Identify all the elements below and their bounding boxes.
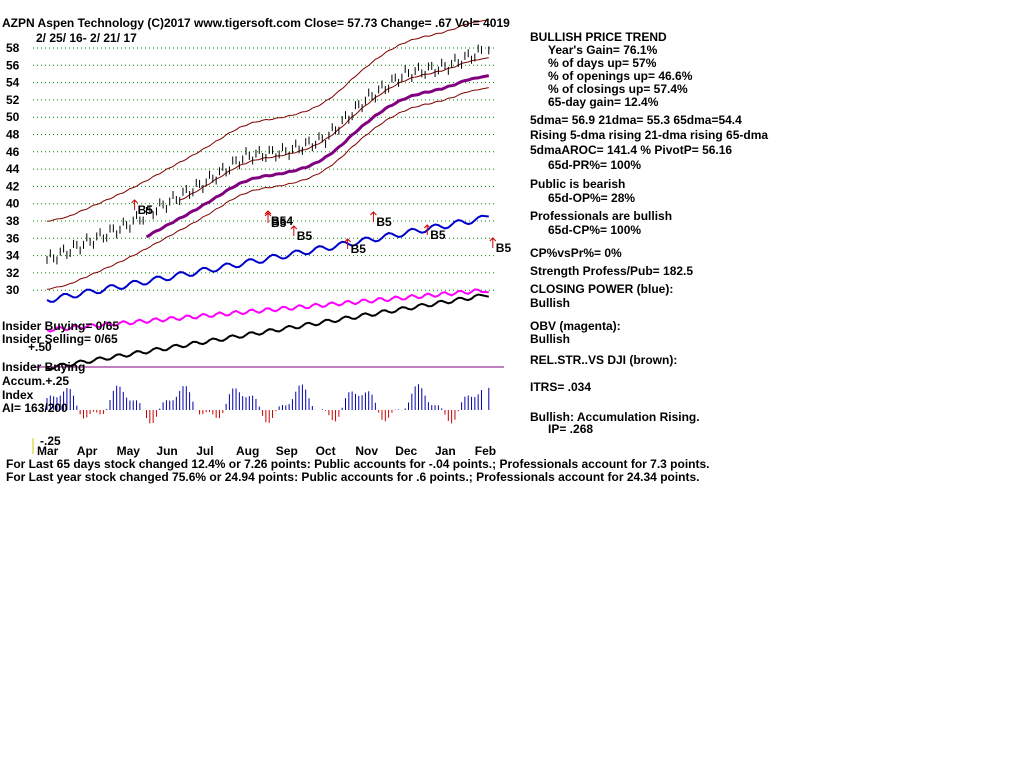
y-tick-label: 44 bbox=[6, 162, 20, 176]
buy-signal-label: B5 bbox=[138, 203, 154, 217]
y-tick-label: 38 bbox=[6, 214, 20, 228]
years-gain: Year's Gain= 76.1% bbox=[548, 43, 658, 57]
buy-signal-arrow bbox=[264, 210, 272, 221]
dma-values: 5dma= 56.9 21dma= 55.3 65dma=54.4 bbox=[530, 113, 742, 127]
y-tick-label: 58 bbox=[6, 41, 20, 55]
y-tick-label: 30 bbox=[6, 283, 20, 297]
insider-selling-label: Insider Selling= 0/65 bbox=[2, 332, 118, 346]
cpvspr: CP%vsPr%= 0% bbox=[530, 246, 622, 260]
buy-signal-arrow bbox=[131, 199, 138, 210]
y-tick-label: 36 bbox=[6, 231, 20, 245]
x-tick-label: Aug bbox=[236, 444, 259, 458]
x-tick-label: Nov bbox=[355, 444, 378, 458]
buy-signal-label: B5 bbox=[430, 228, 446, 242]
buy-signal-arrow bbox=[344, 238, 351, 249]
x-tick-label: Dec bbox=[395, 444, 417, 458]
strength: Strength Profess/Pub= 182.5 bbox=[530, 264, 694, 278]
days-up: % of days up= 57% bbox=[548, 56, 657, 70]
y-tick-label: 52 bbox=[6, 93, 20, 107]
insider-buying-label: Insider Buying= 0/65 bbox=[2, 319, 120, 333]
rel-str-line bbox=[46, 293, 490, 371]
y-tick-label: 56 bbox=[6, 58, 20, 72]
public-status: Public is bearish bbox=[530, 177, 626, 191]
buy-signal-arrow bbox=[423, 224, 431, 235]
op: 65d-OP%= 28% bbox=[548, 191, 636, 205]
x-axis-labels: Mar Apr May Jun Jul Aug Sep Oct Nov Dec Jan Feb bbox=[37, 444, 496, 458]
x-tick-label: Mar bbox=[37, 444, 59, 458]
x-tick-label: Jun bbox=[156, 444, 177, 458]
buy-signal-label: B5 bbox=[297, 229, 313, 243]
gain-65: 65-day gain= 12.4% bbox=[548, 95, 659, 109]
closings-up: % of closings up= 57.4% bbox=[548, 82, 688, 96]
y-tick-label: 34 bbox=[6, 249, 20, 263]
y-tick-label: 32 bbox=[6, 266, 20, 280]
y-tick-label: 50 bbox=[6, 110, 20, 124]
ip: IP= .268 bbox=[548, 422, 594, 436]
closing-power-status: Bullish bbox=[530, 296, 571, 310]
ma21-line bbox=[179, 57, 489, 201]
trend-title: BULLISH PRICE TREND bbox=[530, 30, 667, 44]
lower-band bbox=[46, 87, 489, 290]
price-grid bbox=[32, 47, 496, 454]
obv-label: OBV (magenta): bbox=[530, 319, 621, 333]
buy-signal-arrow bbox=[370, 211, 377, 222]
ai-label: AI= 163/200 bbox=[2, 401, 68, 415]
obv-status: Bullish bbox=[530, 332, 571, 346]
index-label: Index bbox=[2, 388, 34, 402]
accum-status: Bullish: Accumulation Rising. bbox=[530, 410, 700, 424]
buy-signal-label: B54 bbox=[271, 214, 293, 228]
x-tick-label: May bbox=[117, 444, 141, 458]
y-tick-label: 48 bbox=[6, 128, 20, 142]
ma65-line bbox=[145, 74, 490, 239]
buy-signal-arrow bbox=[290, 225, 298, 236]
footer-line2: For Last year stock changed 75.6% or 24.… bbox=[6, 470, 700, 484]
buy-signal-arrow bbox=[489, 237, 497, 248]
y-tick-label: 46 bbox=[6, 145, 20, 159]
y-axis-labels: 58 56 54 52 50 48 46 44 42 40 38 36 34 32 30 bbox=[6, 41, 20, 297]
minus25-label: -.25 bbox=[40, 434, 61, 448]
x-tick-label: Sep bbox=[276, 444, 298, 458]
buy-signal-label: B5 bbox=[351, 242, 367, 256]
rising-dma: Rising 5-dma rising 21-dma rising 65-dma bbox=[530, 128, 769, 142]
obv-line bbox=[46, 288, 489, 333]
chart-header: AZPN Aspen Technology (C)2017 www.tigers… bbox=[2, 16, 510, 30]
openings-up: % of openings up= 46.6% bbox=[548, 69, 693, 83]
pr: 65d-PR%= 100% bbox=[548, 158, 642, 172]
x-tick-label: Apr bbox=[77, 444, 98, 458]
y-tick-label: 42 bbox=[6, 179, 20, 193]
insider-buying-label2: Insider Buying bbox=[2, 360, 86, 374]
y-tick-label: 40 bbox=[6, 197, 20, 211]
y-tick-label: 54 bbox=[6, 76, 20, 90]
closing-power-line bbox=[46, 214, 489, 303]
closing-power-label: CLOSING POWER (blue): bbox=[530, 282, 674, 296]
x-tick-label: Oct bbox=[316, 444, 336, 458]
x-tick-label: Jan bbox=[435, 444, 456, 458]
x-tick-label: Jul bbox=[196, 444, 213, 458]
buy-signal-label: B5 bbox=[496, 241, 512, 255]
buy-signal-label: B5 bbox=[271, 216, 287, 230]
cp: 65d-CP%= 100% bbox=[548, 223, 642, 237]
aroc: 5dmaAROC= 141.4 % PivotP= 56.16 bbox=[530, 143, 733, 157]
buy-signal-label: B5 bbox=[376, 215, 392, 229]
x-tick-label: Feb bbox=[475, 444, 496, 458]
footer-line1: For Last 65 days stock changed 12.4% or … bbox=[6, 457, 710, 471]
prof-status: Professionals are bullish bbox=[530, 209, 673, 223]
plus50-label: +.50 bbox=[28, 340, 52, 354]
upper-band bbox=[46, 19, 489, 222]
itrs: ITRS= .034 bbox=[530, 380, 592, 394]
accum-label: Accum.+.25 bbox=[2, 374, 70, 388]
relstr-label: REL.STR..VS DJI (brown): bbox=[530, 353, 678, 367]
date-range: 2/ 25/ 16- 2/ 21/ 17 bbox=[36, 31, 137, 45]
